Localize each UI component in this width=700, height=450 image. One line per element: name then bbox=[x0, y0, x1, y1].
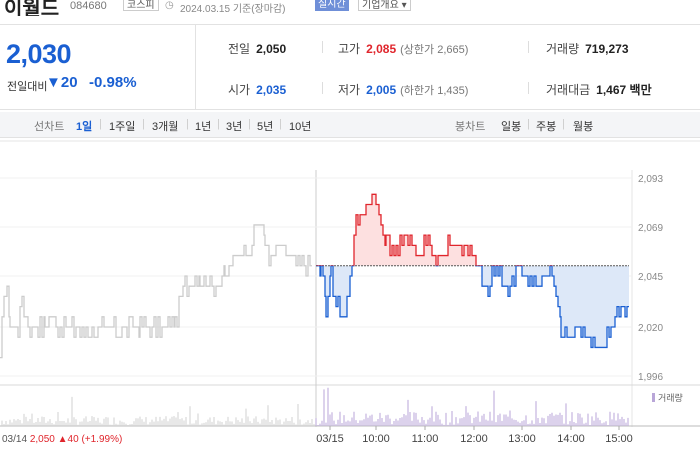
x-tick-label: 11:00 bbox=[412, 433, 439, 445]
change-label: 전일대비 bbox=[7, 81, 48, 93]
stock-name: 이월드 bbox=[4, 0, 60, 16]
divider bbox=[322, 82, 323, 94]
y-tick-label: 2,069 bbox=[638, 223, 663, 234]
series-prev-day-line bbox=[0, 224, 312, 359]
line-chart-label: 선차트 bbox=[34, 121, 65, 133]
low-label: 저가 bbox=[338, 83, 361, 97]
realtime-button[interactable]: 실시간 bbox=[315, 0, 349, 11]
prev-day-info-part: (+1.99%) bbox=[81, 434, 122, 445]
x-tick-label: 10:00 bbox=[362, 433, 390, 445]
high-cell: 고가 2,085 (상한가 2,665) bbox=[338, 40, 468, 57]
market-badge: 코스피 bbox=[123, 0, 159, 11]
tab-daily-candle[interactable]: 일봉 bbox=[501, 121, 522, 133]
y-tick-label: 2,093 bbox=[638, 174, 663, 185]
tab-3year[interactable]: 3년 bbox=[226, 121, 243, 133]
volume-cell: 거래량 719,273 bbox=[546, 40, 629, 57]
company-overview-button[interactable]: 기업개요 ▾ bbox=[358, 0, 411, 11]
series-down-line bbox=[316, 265, 629, 349]
tab-1day[interactable]: 1일 bbox=[76, 121, 93, 133]
intraday-chart[interactable]: 2,093 2,069 2,045 2,020 1,996 거래량 03/15 10:00 11… bbox=[0, 140, 700, 450]
tab-divider: | bbox=[142, 118, 145, 130]
tab-divider: | bbox=[279, 118, 282, 130]
volume-legend-swatch bbox=[652, 393, 655, 402]
series-up-line bbox=[316, 193, 553, 266]
quote-panel: 2,030 전일대비 ▼20 -0.98% 전일 2,050 고가 2,085 (상한… bbox=[0, 24, 700, 110]
x-tick-label: 14:00 bbox=[557, 433, 585, 445]
price-box: 2,030 전일대비 ▼20 -0.98% bbox=[0, 25, 196, 109]
y-tick-label: 1,996 bbox=[638, 372, 663, 383]
tab-divider: | bbox=[562, 118, 565, 130]
tab-divider: | bbox=[527, 118, 530, 130]
down-area-fill bbox=[320, 265, 629, 348]
current-price: 2,030 bbox=[6, 39, 72, 69]
x-tick-label: 12:00 bbox=[460, 433, 488, 445]
divider bbox=[528, 41, 529, 53]
x-tick-label: 03/15 bbox=[316, 433, 344, 445]
tab-divider: | bbox=[248, 118, 251, 130]
amount-cell: 거래대금 1,467 백만 bbox=[546, 81, 652, 98]
tab-5year[interactable]: 5년 bbox=[257, 121, 274, 133]
divider bbox=[528, 82, 529, 94]
stock-code: 084680 bbox=[70, 0, 107, 12]
tab-divider: | bbox=[99, 118, 102, 130]
high-value: 2,085 bbox=[366, 42, 397, 56]
tab-10year[interactable]: 10년 bbox=[289, 121, 312, 133]
volume-value: 719,273 bbox=[585, 42, 629, 56]
candle-chart-label: 봉차트 bbox=[455, 121, 486, 133]
change-value: ▼20 bbox=[46, 74, 78, 91]
upper-limit: (상한가 2,665) bbox=[400, 44, 469, 56]
prev-day-info-part: ▲40 bbox=[58, 434, 82, 445]
divider bbox=[322, 41, 323, 53]
lower-limit: (하한가 1,435) bbox=[400, 85, 469, 97]
up-area-fill bbox=[316, 194, 629, 266]
amount-unit: 백만 bbox=[629, 83, 652, 97]
open-label: 시가 bbox=[228, 83, 251, 97]
x-tick-label: 15:00 bbox=[605, 433, 633, 445]
amount-value: 1,467 bbox=[596, 83, 627, 97]
tab-divider: | bbox=[186, 118, 189, 130]
x-tick-label: 13:00 bbox=[508, 433, 536, 445]
change-percent: -0.98% bbox=[89, 74, 137, 91]
volume-label: 거래량 bbox=[546, 42, 580, 56]
amount-label: 거래대금 bbox=[546, 83, 591, 97]
prev-close-label: 전일 bbox=[228, 42, 251, 56]
open-value: 2,035 bbox=[256, 83, 287, 97]
period-tabs: 선차트 1일 | 1주일 | 3개월 | 1년 | 3년 | 5년 | 10년 … bbox=[0, 112, 700, 138]
tab-3month[interactable]: 3개월 bbox=[152, 121, 179, 133]
tab-divider: | bbox=[217, 118, 220, 130]
y-tick-label: 2,020 bbox=[638, 323, 663, 334]
prev-day-info-part: 2,050 bbox=[30, 434, 58, 445]
high-label: 고가 bbox=[338, 42, 361, 56]
stock-header: 이월드 084680 코스피 ◷ 2024.03.15 기준(장마감) 실시간 … bbox=[0, 0, 700, 16]
prev-day-info: 03/14 2,050 ▲40 (+1.99%) bbox=[2, 434, 122, 445]
clock-icon: ◷ bbox=[165, 0, 174, 11]
y-tick-label: 2,045 bbox=[638, 272, 663, 283]
tab-1week[interactable]: 1주일 bbox=[109, 121, 136, 133]
prev-day-info-part: 03/14 bbox=[2, 434, 30, 445]
low-cell: 저가 2,005 (하한가 1,435) bbox=[338, 81, 468, 98]
tab-weekly-candle[interactable]: 주봉 bbox=[536, 121, 557, 133]
tab-monthly-candle[interactable]: 월봉 bbox=[573, 121, 594, 133]
tab-1year[interactable]: 1년 bbox=[195, 121, 212, 133]
date-label: 2024.03.15 기준(장마감) bbox=[180, 4, 286, 15]
prev-close-value: 2,050 bbox=[256, 42, 287, 56]
open-cell: 시가 2,035 bbox=[228, 81, 286, 98]
low-value: 2,005 bbox=[366, 83, 397, 97]
volume-legend-label: 거래량 bbox=[658, 392, 683, 403]
prev-close-cell: 전일 2,050 bbox=[228, 40, 286, 57]
